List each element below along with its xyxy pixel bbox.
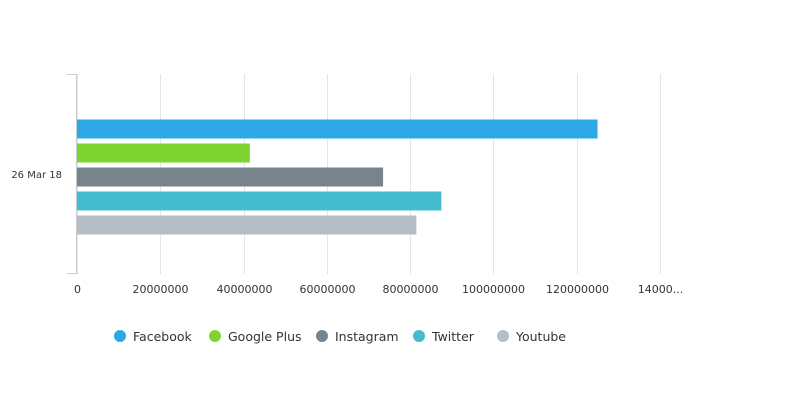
- legend-label: Youtube: [516, 328, 566, 344]
- chart-legend: Facebook Google Plus Instagram Twitter Youtu…: [0, 326, 800, 346]
- legend-label: Facebook: [133, 328, 192, 344]
- legend-marker: [497, 330, 509, 342]
- bar-youtube[interactable]: [77, 215, 417, 235]
- x-tick-label: 14000...: [638, 283, 683, 296]
- legend-item-facebook[interactable]: Facebook: [114, 326, 192, 346]
- legend-marker: [114, 330, 126, 342]
- bar-twitter[interactable]: [77, 191, 442, 211]
- x-tick-label: 40000000: [217, 283, 273, 296]
- legend-label: Twitter: [432, 328, 474, 344]
- legend-marker: [209, 330, 221, 342]
- legend-item-twitter[interactable]: Twitter: [413, 326, 474, 346]
- legend-label: Instagram: [335, 328, 399, 344]
- legend-marker: [413, 330, 425, 342]
- x-tick-label: 60000000: [300, 283, 356, 296]
- x-tick-label: 80000000: [383, 283, 439, 296]
- legend-item-instagram[interactable]: Instagram: [316, 326, 399, 346]
- legend-item-google-plus[interactable]: Google Plus: [209, 326, 302, 346]
- bar-google-plus[interactable]: [77, 143, 250, 163]
- x-tick-label: 100000000: [462, 283, 525, 296]
- legend-label: Google Plus: [228, 328, 302, 344]
- bar-instagram[interactable]: [77, 167, 384, 187]
- x-tick-label: 0: [74, 283, 81, 296]
- category-label: 26 Mar 18: [11, 170, 62, 181]
- x-tick-label: 120000000: [546, 283, 609, 296]
- bar-facebook[interactable]: [77, 119, 598, 139]
- legend-item-youtube[interactable]: Youtube: [497, 326, 566, 346]
- legend-marker: [316, 330, 328, 342]
- x-tick-label: 20000000: [133, 283, 189, 296]
